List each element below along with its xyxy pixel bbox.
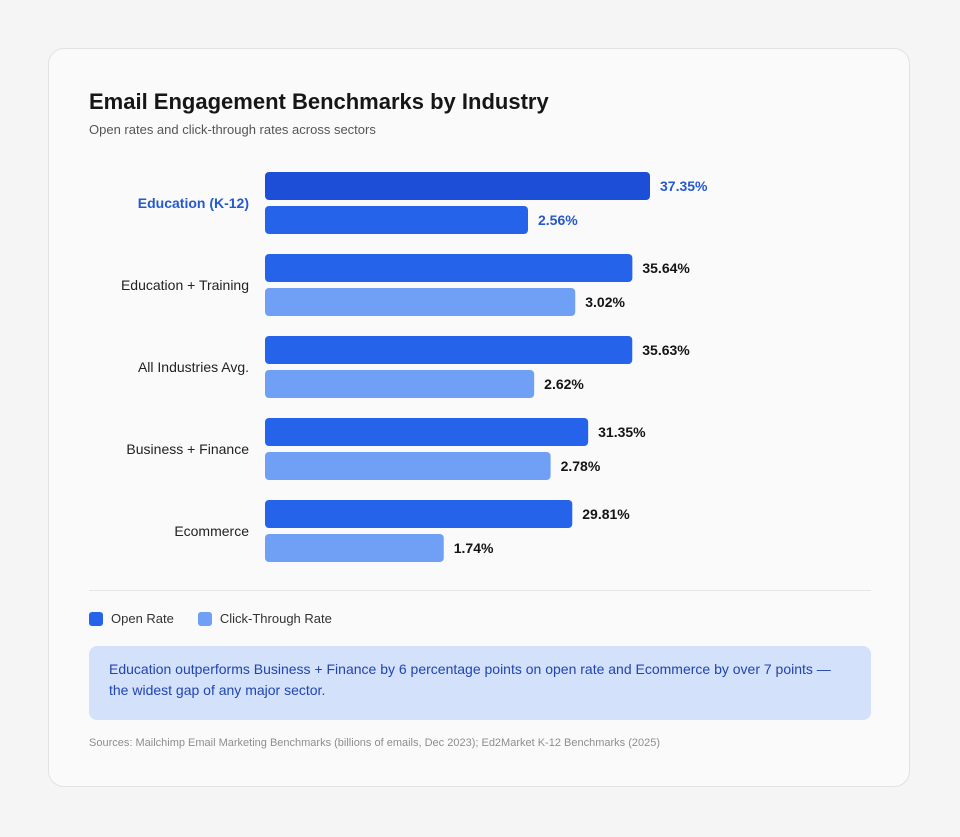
legend-label-open-rate: Open Rate: [111, 611, 174, 626]
source-note: Sources: Mailchimp Email Marketing Bench…: [89, 737, 661, 749]
value-label-open-rate-ecommerce: 29.81%: [582, 506, 630, 522]
value-label-click-rate-ecommerce: 1.74%: [454, 540, 494, 556]
legend-swatch-open-rate: [89, 611, 103, 626]
value-label-open-rate-education-training: 35.64%: [642, 260, 690, 276]
bar-click-rate-ecommerce: [265, 534, 444, 562]
value-label-click-rate-education-k-12: 2.56%: [538, 212, 578, 228]
legend-item-click-rate: Click-Through Rate: [197, 611, 332, 626]
divider: [89, 590, 871, 591]
value-label-click-rate-all-industries-avg: 2.62%: [544, 376, 584, 392]
legend-swatch-click-rate: [197, 611, 212, 626]
insight-callout: Education outperforms Business + Finance…: [89, 646, 871, 720]
bar-open-rate-business-finance: [265, 418, 589, 446]
bar-click-rate-business-finance: [265, 452, 551, 480]
bar-open-rate-ecommerce: [265, 500, 573, 528]
legend: Open Rate Click-Through Rate: [89, 611, 356, 626]
bar-click-rate-all-industries-avg: [265, 370, 535, 398]
chart-subtitle: Open rates and click-through rates acros…: [89, 122, 376, 137]
category-label-all-industries-avg: All Industries Avg.: [138, 359, 249, 375]
category-label-ecommerce: Ecommerce: [174, 523, 249, 539]
chart-title: Email Engagement Benchmarks by Industry: [89, 89, 549, 114]
bar-click-rate-education-training: [265, 288, 576, 316]
value-label-open-rate-all-industries-avg: 35.63%: [642, 342, 690, 358]
chart-card: Email Engagement Benchmarks by Industry …: [48, 48, 910, 787]
bar-open-rate-all-industries-avg: [265, 336, 633, 364]
category-label-business-finance: Business + Finance: [126, 441, 249, 457]
category-label-education-training: Education + Training: [121, 277, 249, 293]
value-label-open-rate-business-finance: 31.35%: [598, 424, 646, 440]
category-label-education-k-12: Education (K-12): [138, 195, 249, 211]
bar-open-rate-education-training: [265, 254, 633, 282]
value-label-click-rate-business-finance: 2.78%: [561, 458, 601, 474]
value-label-open-rate-education-k-12: 37.35%: [660, 178, 708, 194]
bar-chart: Education (K-12) 37.35% 2.56% Education + T…: [121, 172, 708, 562]
bar-click-rate-education-k-12: [265, 206, 528, 234]
legend-label-click-rate: Click-Through Rate: [219, 611, 332, 626]
bar-open-rate-education-k-12: [265, 172, 650, 200]
legend-item-open-rate: Open Rate: [89, 611, 174, 626]
value-label-click-rate-education-training: 3.02%: [585, 294, 625, 310]
